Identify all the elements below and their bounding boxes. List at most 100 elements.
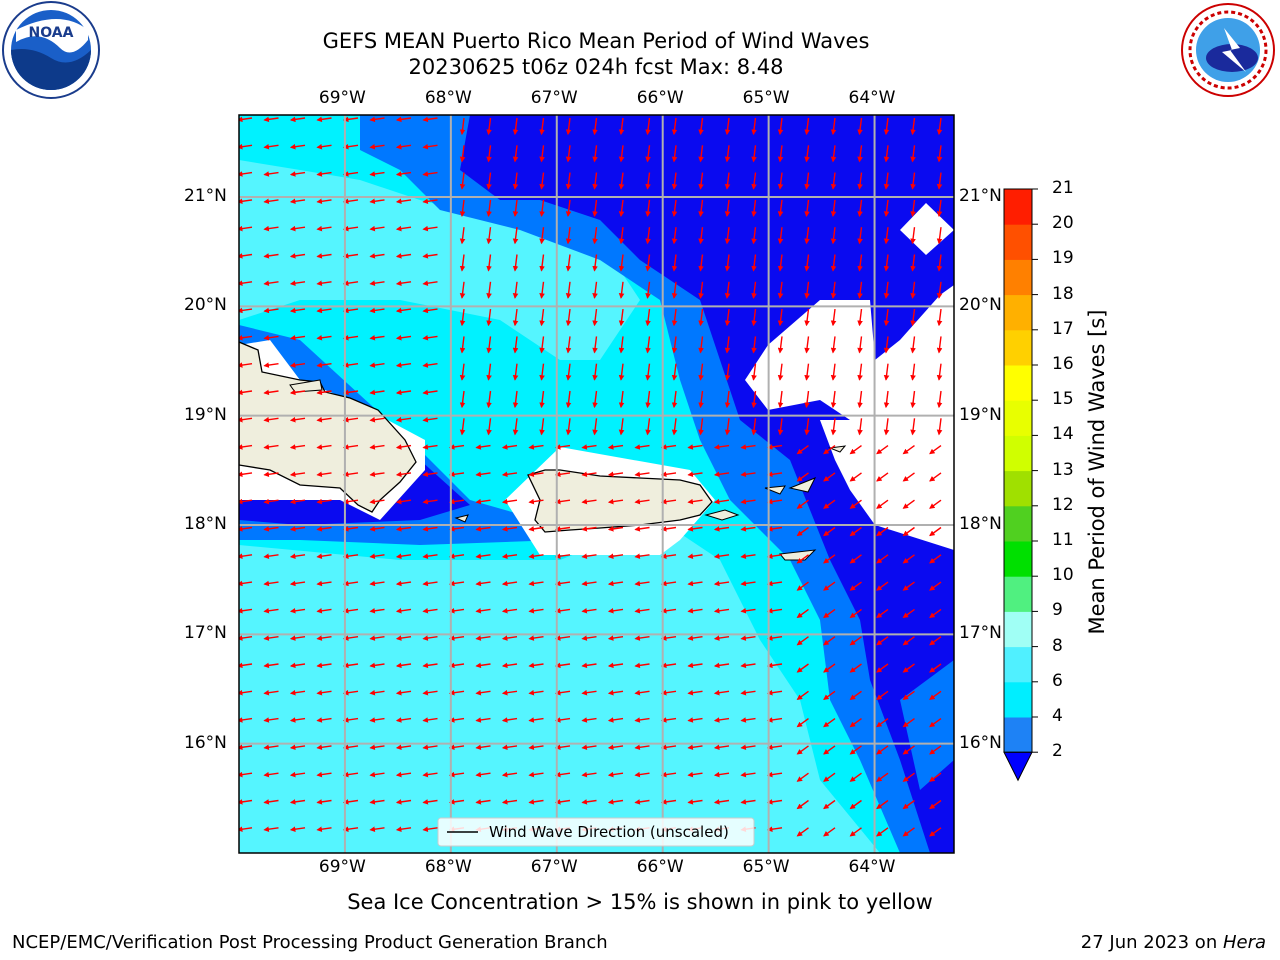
- wind-arrow: [724, 336, 731, 354]
- wind-arrow: [342, 116, 359, 123]
- wind-arrow: [486, 309, 492, 327]
- wind-arrow: [671, 281, 678, 299]
- wind-arrow: [592, 309, 598, 327]
- wind-arrow: [902, 690, 915, 700]
- wind-arrow: [554, 444, 571, 450]
- wind-arrow: [342, 635, 359, 641]
- wind-arrow: [501, 471, 518, 478]
- wind-arrow: [263, 607, 279, 614]
- wind-arrow: [634, 444, 650, 450]
- colorbar-tick-label: 11: [1052, 530, 1074, 550]
- wind-arrow: [645, 281, 651, 299]
- wind-arrow: [857, 390, 863, 409]
- wind-arrow: [422, 225, 438, 232]
- wind-arrow: [902, 718, 915, 728]
- wind-arrow: [501, 526, 518, 532]
- colorbar-tick-label: 2: [1052, 741, 1063, 762]
- wind-arrow: [581, 553, 597, 559]
- lon-tick-label: 68°W: [424, 88, 472, 108]
- wind-arrow: [581, 580, 597, 587]
- wind-arrow: [395, 607, 412, 614]
- wind-arrow: [876, 663, 889, 673]
- colorbar-tick-label: 20: [1052, 213, 1074, 234]
- wind-arrow: [475, 444, 491, 450]
- wind-arrow: [713, 444, 730, 450]
- wind-arrow: [876, 636, 889, 646]
- colorbar-bin: [1004, 541, 1032, 577]
- wind-arrow: [849, 745, 862, 755]
- wind-arrow: [448, 635, 465, 641]
- wind-arrow: [876, 799, 889, 810]
- wind-arrow: [316, 662, 332, 669]
- wind-arrow: [395, 362, 412, 368]
- wind-arrow: [581, 607, 597, 614]
- wind-arrow: [910, 336, 916, 354]
- wind-arrow: [713, 799, 730, 805]
- lon-tick-label: 69°W: [318, 88, 366, 108]
- wind-arrow: [395, 662, 412, 669]
- wind-arrow: [342, 799, 359, 805]
- wind-arrow: [528, 607, 544, 614]
- wind-arrow: [342, 498, 359, 505]
- wind-arrow: [316, 498, 332, 505]
- wind-arrow: [369, 799, 385, 805]
- wind-arrow: [645, 363, 651, 381]
- wind-arrow: [395, 744, 412, 751]
- wind-arrow: [554, 526, 571, 532]
- wind-arrow: [724, 254, 731, 272]
- wind-arrow: [592, 254, 598, 272]
- wind-arrow: [289, 717, 306, 723]
- wind-arrow: [592, 199, 598, 218]
- wind-arrow: [724, 281, 731, 299]
- wind-arrow: [316, 744, 332, 751]
- wind-arrow: [618, 254, 625, 272]
- wind-arrow: [766, 771, 783, 778]
- wind-arrow: [239, 689, 253, 696]
- wind-arrow: [395, 198, 412, 205]
- wind-arrow: [687, 635, 703, 641]
- colorbar-bin: [1004, 576, 1032, 612]
- wind-arrow: [395, 553, 412, 559]
- wind-arrow: [724, 227, 731, 245]
- wind-arrow: [698, 363, 704, 381]
- wind-arrow: [671, 363, 678, 381]
- wind-arrow: [671, 227, 678, 245]
- wind-arrow: [263, 498, 279, 505]
- wind-arrow: [740, 471, 756, 478]
- wind-arrow: [239, 826, 253, 832]
- wind-arrow: [289, 471, 306, 478]
- wind-arrow: [239, 444, 253, 450]
- wind-arrow: [929, 663, 942, 673]
- colorbar-tick-label: 13: [1052, 459, 1074, 480]
- wind-arrow: [660, 635, 677, 641]
- wind-arrow: [607, 799, 624, 805]
- wind-arrow: [849, 499, 862, 509]
- wind-arrow: [316, 116, 332, 123]
- wind-arrow: [263, 253, 279, 259]
- wind-arrow: [823, 663, 836, 673]
- wind-arrow: [929, 472, 942, 482]
- wind-arrow: [512, 254, 519, 272]
- lon-tick-label: 64°W: [848, 857, 896, 877]
- wind-arrow: [422, 771, 438, 778]
- wind-arrow: [902, 745, 915, 755]
- wind-arrow: [289, 143, 306, 150]
- wind-arrow: [448, 662, 465, 669]
- wind-arrow: [713, 689, 730, 696]
- wind-arrow: [929, 526, 942, 537]
- wind-arrow: [263, 389, 279, 396]
- wind-arrow: [883, 254, 890, 272]
- wind-arrow: [395, 171, 412, 177]
- wind-arrow: [289, 253, 306, 259]
- wind-arrow: [539, 309, 545, 327]
- wind-arrow: [634, 744, 650, 751]
- wind-arrow: [618, 199, 625, 218]
- wind-arrow: [849, 772, 862, 782]
- wind-arrow: [316, 580, 332, 587]
- wind-arrow: [823, 554, 836, 564]
- wind-arrow: [830, 390, 837, 409]
- wind-arrow: [422, 389, 438, 396]
- wind-arrow: [766, 580, 783, 587]
- wind-arrow: [645, 172, 651, 190]
- wind-arrow: [751, 418, 757, 436]
